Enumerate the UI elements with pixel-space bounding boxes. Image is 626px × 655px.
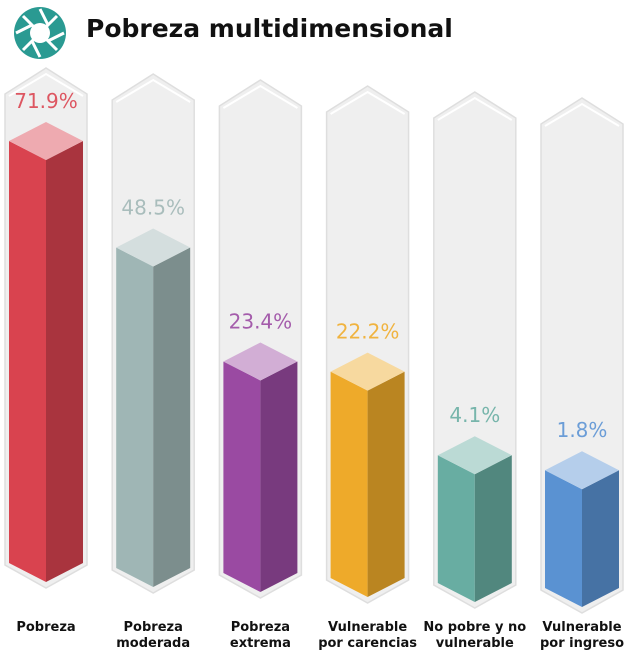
bar-left xyxy=(545,470,582,607)
bar-left xyxy=(223,361,261,592)
tube-shine xyxy=(544,102,620,127)
bar-top xyxy=(330,352,405,391)
bar-left xyxy=(9,141,46,582)
bar-left xyxy=(116,247,154,588)
bar-right xyxy=(153,247,191,588)
tube-shine xyxy=(222,84,298,109)
value-label: 4.1% xyxy=(449,403,500,427)
bar xyxy=(437,436,512,602)
bar xyxy=(330,352,405,597)
tube-shine xyxy=(8,72,84,97)
bar-top xyxy=(9,122,83,160)
bar-right xyxy=(46,141,83,582)
bar xyxy=(223,342,298,592)
bar xyxy=(116,228,191,588)
bar xyxy=(545,451,619,607)
value-label: 22.2% xyxy=(336,320,400,344)
bar-right xyxy=(367,371,405,597)
category-label: No pobre y no vulnerable xyxy=(423,620,527,651)
tube-shine xyxy=(437,96,513,121)
bar-right xyxy=(474,455,512,602)
category-label: Pobreza extrema xyxy=(229,620,291,651)
chart-title: Pobreza multidimensional xyxy=(86,14,453,43)
bar-top xyxy=(545,451,619,490)
value-label: 23.4% xyxy=(229,309,293,333)
tube-shine xyxy=(115,78,191,103)
value-label: 1.8% xyxy=(557,418,608,442)
bar-right xyxy=(260,361,298,592)
bar-left xyxy=(437,455,475,602)
bar-top xyxy=(223,342,298,381)
bar-top xyxy=(437,436,512,475)
value-label: 48.5% xyxy=(121,196,185,220)
tube-shine xyxy=(330,90,406,115)
category-label: Vulnerable por carencias xyxy=(318,620,417,651)
category-label: Vulnerable por ingreso xyxy=(539,620,625,651)
category-label: Pobreza xyxy=(16,620,76,635)
category-label: Pobreza moderada xyxy=(116,620,191,651)
value-label: 71.9% xyxy=(14,89,78,113)
bar-left xyxy=(330,371,368,597)
bar-right xyxy=(582,470,619,607)
bar-top xyxy=(116,228,191,267)
bar xyxy=(9,122,83,582)
logo xyxy=(14,7,66,59)
